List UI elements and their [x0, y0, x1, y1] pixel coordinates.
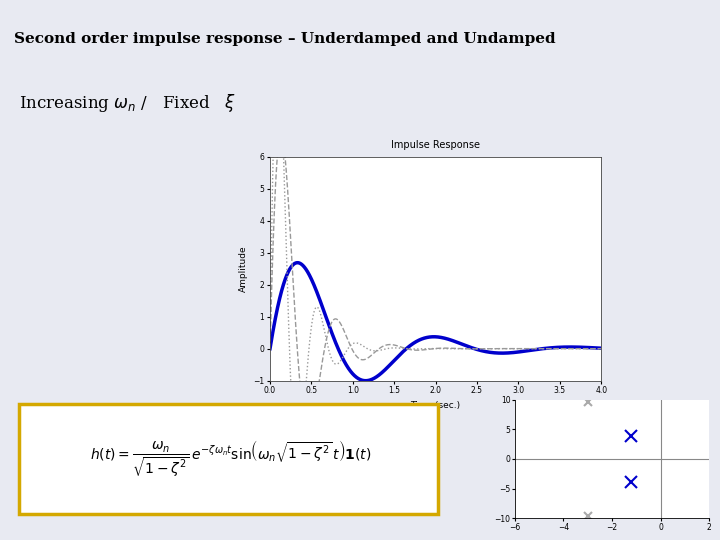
Y-axis label: Amplitude: Amplitude [239, 245, 248, 292]
Text: Increasing $\omega_n$ /   Fixed   $\xi$: Increasing $\omega_n$ / Fixed $\xi$ [19, 92, 236, 113]
X-axis label: Time (sec.): Time (sec.) [410, 401, 461, 410]
Text: $h(t) = \dfrac{\omega_n}{\sqrt{1-\zeta^2}}\,e^{-\zeta\omega_n t}\sin\!\left(\ome: $h(t) = \dfrac{\omega_n}{\sqrt{1-\zeta^2… [90, 439, 371, 479]
FancyBboxPatch shape [19, 404, 438, 514]
Title: Impulse Response: Impulse Response [391, 140, 480, 150]
Text: Second order impulse response – Underdamped and Undamped: Second order impulse response – Underdam… [14, 32, 556, 45]
